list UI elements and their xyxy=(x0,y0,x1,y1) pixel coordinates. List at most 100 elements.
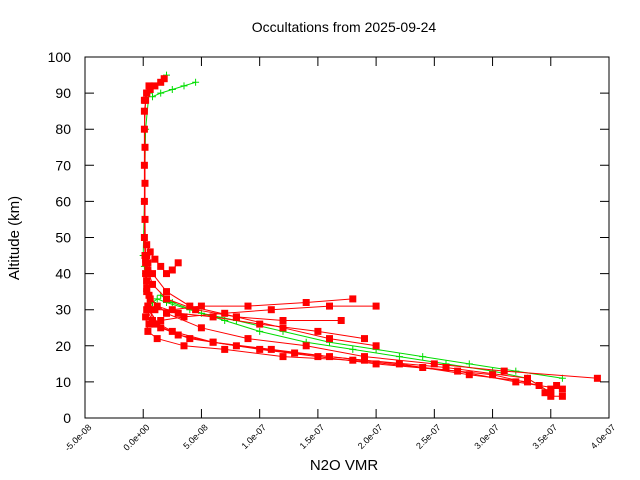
y-tick-label: 50 xyxy=(55,230,71,246)
data-point xyxy=(192,78,200,86)
data-point xyxy=(157,317,165,324)
data-point xyxy=(149,317,156,324)
data-point xyxy=(151,255,159,263)
x-axis-label: N2O VMR xyxy=(310,457,379,474)
data-point xyxy=(157,262,165,270)
series-line xyxy=(143,85,552,394)
data-point xyxy=(244,335,252,343)
data-point xyxy=(524,374,531,382)
data-point xyxy=(553,382,561,389)
data-point xyxy=(395,360,403,368)
data-point xyxy=(489,371,497,379)
plot-frame xyxy=(84,56,610,419)
data-point xyxy=(168,327,176,335)
data-point xyxy=(558,392,566,400)
data-point xyxy=(168,306,176,314)
x-tick-label: 5.0e-08 xyxy=(181,422,210,451)
series-line xyxy=(142,74,552,394)
x-tick-label: 4.0e-07 xyxy=(589,422,618,451)
data-point xyxy=(146,86,154,93)
y-tick-label: 30 xyxy=(55,302,71,318)
y-tick-label: 70 xyxy=(55,157,71,173)
data-point xyxy=(153,302,161,310)
data-point xyxy=(141,143,149,151)
data-point xyxy=(141,215,149,223)
data-point xyxy=(144,302,152,310)
data-point xyxy=(149,93,156,101)
data-point xyxy=(140,234,148,241)
data-point xyxy=(192,306,200,314)
data-point xyxy=(547,389,555,397)
axes: 0 10 20 30 40 50 60 70 80 90 100 -5.0e-08 0.0e+00 5.0… xyxy=(48,49,618,453)
y-tick-label: 80 xyxy=(55,121,71,137)
data-point xyxy=(143,284,151,292)
data-point xyxy=(419,353,427,361)
x-tick-label: 3.0e-07 xyxy=(472,422,501,451)
data-point xyxy=(160,75,168,83)
y-tick-label: 0 xyxy=(63,410,71,426)
data-point xyxy=(314,353,322,361)
data-point xyxy=(174,331,182,339)
data-point xyxy=(149,280,156,288)
data-point xyxy=(142,255,150,263)
data-point xyxy=(279,324,287,332)
data-point xyxy=(372,302,380,310)
data-point xyxy=(143,89,151,97)
data-point xyxy=(244,302,252,310)
data-point xyxy=(372,360,380,368)
data-point xyxy=(140,197,148,205)
data-point xyxy=(221,345,229,353)
data-point xyxy=(337,317,345,324)
data-point xyxy=(151,306,159,314)
x-tick-label: 2.5e-07 xyxy=(414,422,443,451)
data-point xyxy=(442,364,450,371)
data-point xyxy=(558,385,566,393)
series-line xyxy=(145,316,540,386)
y-tick-label: 40 xyxy=(55,266,71,282)
y-tick-label: 10 xyxy=(55,374,71,390)
data-point xyxy=(314,327,322,335)
data-point xyxy=(143,277,151,285)
data-point xyxy=(153,295,161,303)
data-point xyxy=(174,259,182,267)
data-point xyxy=(141,179,149,187)
data-point xyxy=(221,309,229,317)
data-point xyxy=(140,107,148,115)
data-point xyxy=(209,313,217,321)
data-point xyxy=(174,309,182,317)
data-point xyxy=(326,335,333,343)
data-point xyxy=(143,288,151,296)
data-point xyxy=(168,86,176,93)
data-point xyxy=(168,266,176,274)
data-point xyxy=(151,320,159,328)
data-point xyxy=(524,378,531,386)
data-point xyxy=(361,335,368,343)
data-point xyxy=(163,309,170,317)
data-point xyxy=(593,374,601,382)
y-tick-label: 60 xyxy=(55,193,71,209)
x-tick-label: -5.0e-08 xyxy=(63,422,94,453)
data-point xyxy=(197,324,205,332)
data-point xyxy=(547,392,555,400)
data-point xyxy=(186,335,194,343)
data-point xyxy=(140,96,148,104)
data-point xyxy=(157,324,165,332)
data-point xyxy=(163,288,170,296)
data-point xyxy=(535,382,543,389)
x-tick-label: 0.0e+00 xyxy=(121,422,151,452)
data-point xyxy=(209,338,217,346)
data-point xyxy=(180,82,188,90)
data-point xyxy=(512,367,520,375)
data-point xyxy=(256,345,264,353)
data-point xyxy=(302,342,310,350)
data-point xyxy=(144,266,152,274)
data-point xyxy=(291,349,299,357)
y-axis-label: Altitude (km) xyxy=(6,196,23,280)
data-point xyxy=(302,299,310,306)
data-point xyxy=(146,295,154,303)
data-point xyxy=(163,270,170,278)
series-line xyxy=(143,93,563,390)
data-point xyxy=(465,360,473,368)
data-point xyxy=(395,353,403,361)
